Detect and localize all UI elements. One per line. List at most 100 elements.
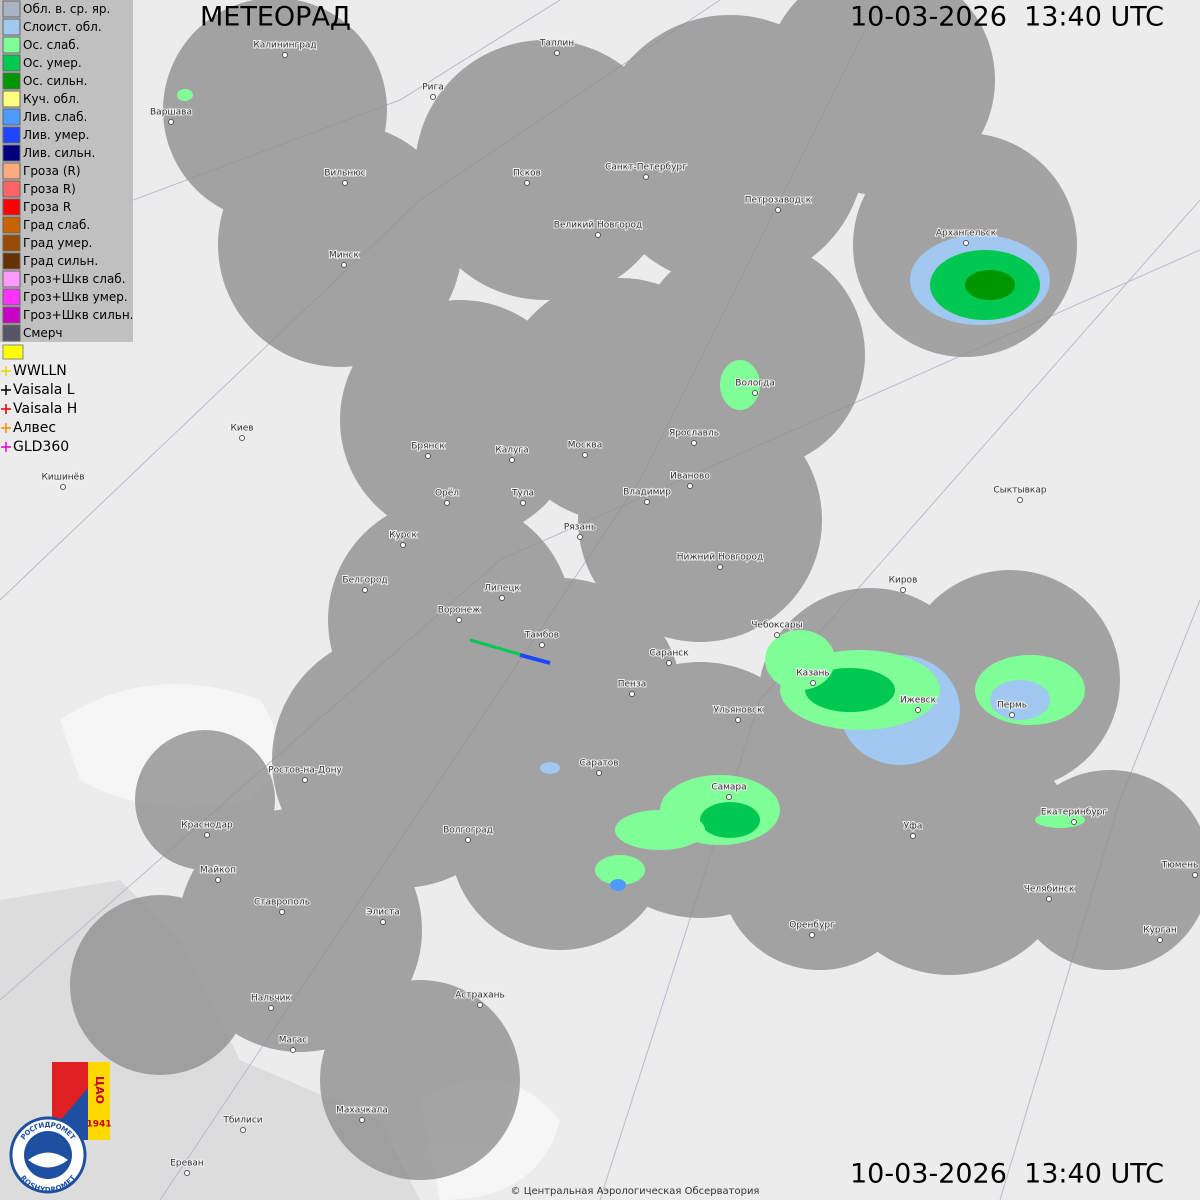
city-label: Пенза <box>618 680 647 690</box>
city-marker <box>1192 872 1198 878</box>
city-marker <box>629 691 635 697</box>
city-marker <box>477 1002 483 1008</box>
city-label: Владимир <box>623 488 671 498</box>
city-label: Екатеринбург <box>1041 808 1107 818</box>
legend-swatch <box>2 108 21 126</box>
city-marker <box>215 877 221 883</box>
radar-circle <box>218 123 462 367</box>
logo-flag <box>88 1062 110 1140</box>
legend-label: Гроза (R) <box>23 164 81 178</box>
radar-circle <box>578 398 822 642</box>
legend-label: Ос. сильн. <box>23 74 87 88</box>
city-label: Калуга <box>495 446 528 456</box>
legend-label: Гроз+Шкв сильн. <box>23 308 133 322</box>
city-label: Курган <box>1143 926 1177 936</box>
city-label: Саранск <box>649 649 689 659</box>
city-label: Тбилиси <box>222 1116 262 1126</box>
city-marker <box>341 262 347 268</box>
city-label: Волгоград <box>443 826 493 836</box>
city-marker <box>735 717 741 723</box>
legend-swatch <box>2 0 21 18</box>
city-marker <box>425 453 431 459</box>
city-marker <box>595 232 601 238</box>
city-label: Ижевск <box>900 696 937 706</box>
legend-swatch <box>2 288 21 306</box>
city-label: Махачкала <box>336 1106 388 1116</box>
city-marker <box>775 207 781 213</box>
city-marker <box>691 440 697 446</box>
timestamp: 10-03-2026 13:40 UTC <box>850 1159 1164 1190</box>
city-marker <box>554 50 560 56</box>
city-marker <box>400 542 406 548</box>
legend-swatch <box>2 162 21 180</box>
echo <box>610 879 626 891</box>
city-label: Тамбов <box>524 631 559 641</box>
lightning-label: Vaisala H <box>13 401 77 417</box>
city-marker <box>380 919 386 925</box>
legend-label: Лив. умер. <box>23 128 90 142</box>
city-label: Белгород <box>342 576 387 586</box>
city-label: Ереван <box>170 1159 204 1169</box>
echo <box>595 855 645 885</box>
city-marker <box>963 240 969 246</box>
legend-swatch <box>2 216 21 234</box>
legend-swatch <box>2 306 21 324</box>
city-marker <box>752 390 758 396</box>
lightning-label: Алвес <box>13 420 56 436</box>
city-label: Магас <box>279 1036 308 1046</box>
logo-emblem <box>28 1152 68 1168</box>
timestamp: 10-03-2026 13:40 UTC <box>850 2 1164 33</box>
city-marker <box>444 500 450 506</box>
city-label: Казань <box>796 669 829 679</box>
city-marker <box>910 833 916 839</box>
city-label: Оренбург <box>789 921 835 931</box>
city-label: Тула <box>511 489 534 499</box>
city-marker <box>900 587 906 593</box>
city-marker <box>279 909 285 915</box>
legend-label: Ос. слаб. <box>23 38 80 52</box>
legend-swatch <box>2 54 21 72</box>
city-label: Рязань <box>564 523 596 533</box>
city-label: Ярославль <box>669 429 719 439</box>
legend-label: Лив. сильн. <box>23 146 95 160</box>
echo <box>765 630 835 690</box>
legend-swatch <box>2 126 21 144</box>
city-label: Иваново <box>670 472 710 482</box>
city-label: Великий Новгород <box>554 221 643 231</box>
legend-label: Гроз+Шкв слаб. <box>23 272 126 286</box>
city-label: Минск <box>329 251 359 261</box>
echo <box>700 802 760 838</box>
city-label: Вологда <box>735 379 774 389</box>
city-marker <box>168 119 174 125</box>
city-label: Москва <box>568 441 602 451</box>
city-marker <box>499 595 505 601</box>
legend-swatch <box>2 90 21 108</box>
legend-label: Смерч <box>23 326 63 340</box>
city-label: Липецк <box>484 584 520 594</box>
city-label: Псков <box>513 169 541 179</box>
legend-swatch <box>2 234 21 252</box>
city-marker <box>456 617 462 623</box>
city-marker <box>1009 712 1015 718</box>
city-marker <box>582 452 588 458</box>
legend-label: Обл. в. ср. яр. <box>23 2 110 16</box>
city-label: Сыктывкар <box>993 486 1046 496</box>
city-marker <box>60 484 66 490</box>
city-label: Ставрополь <box>254 898 310 908</box>
city-label: Астрахань <box>455 991 505 1001</box>
legend: Обл. в. ср. яр. Слоист. обл. Ос. слаб. Ос. … <box>0 0 133 455</box>
city-marker <box>915 707 921 713</box>
city-marker <box>1046 896 1052 902</box>
city-marker <box>809 932 815 938</box>
legend-label: Слоист. обл. <box>23 20 102 34</box>
legend-label: Гроза R) <box>23 182 76 196</box>
city-label: Рига <box>422 83 444 93</box>
echo <box>177 89 193 101</box>
city-label: Варшава <box>150 108 192 118</box>
city-label: Кишинёв <box>41 473 84 483</box>
city-label: Элиста <box>366 908 400 918</box>
radar-circle <box>320 980 520 1180</box>
city-label: Вильнюс <box>324 169 366 179</box>
city-marker <box>240 1127 246 1133</box>
city-marker <box>577 534 583 540</box>
